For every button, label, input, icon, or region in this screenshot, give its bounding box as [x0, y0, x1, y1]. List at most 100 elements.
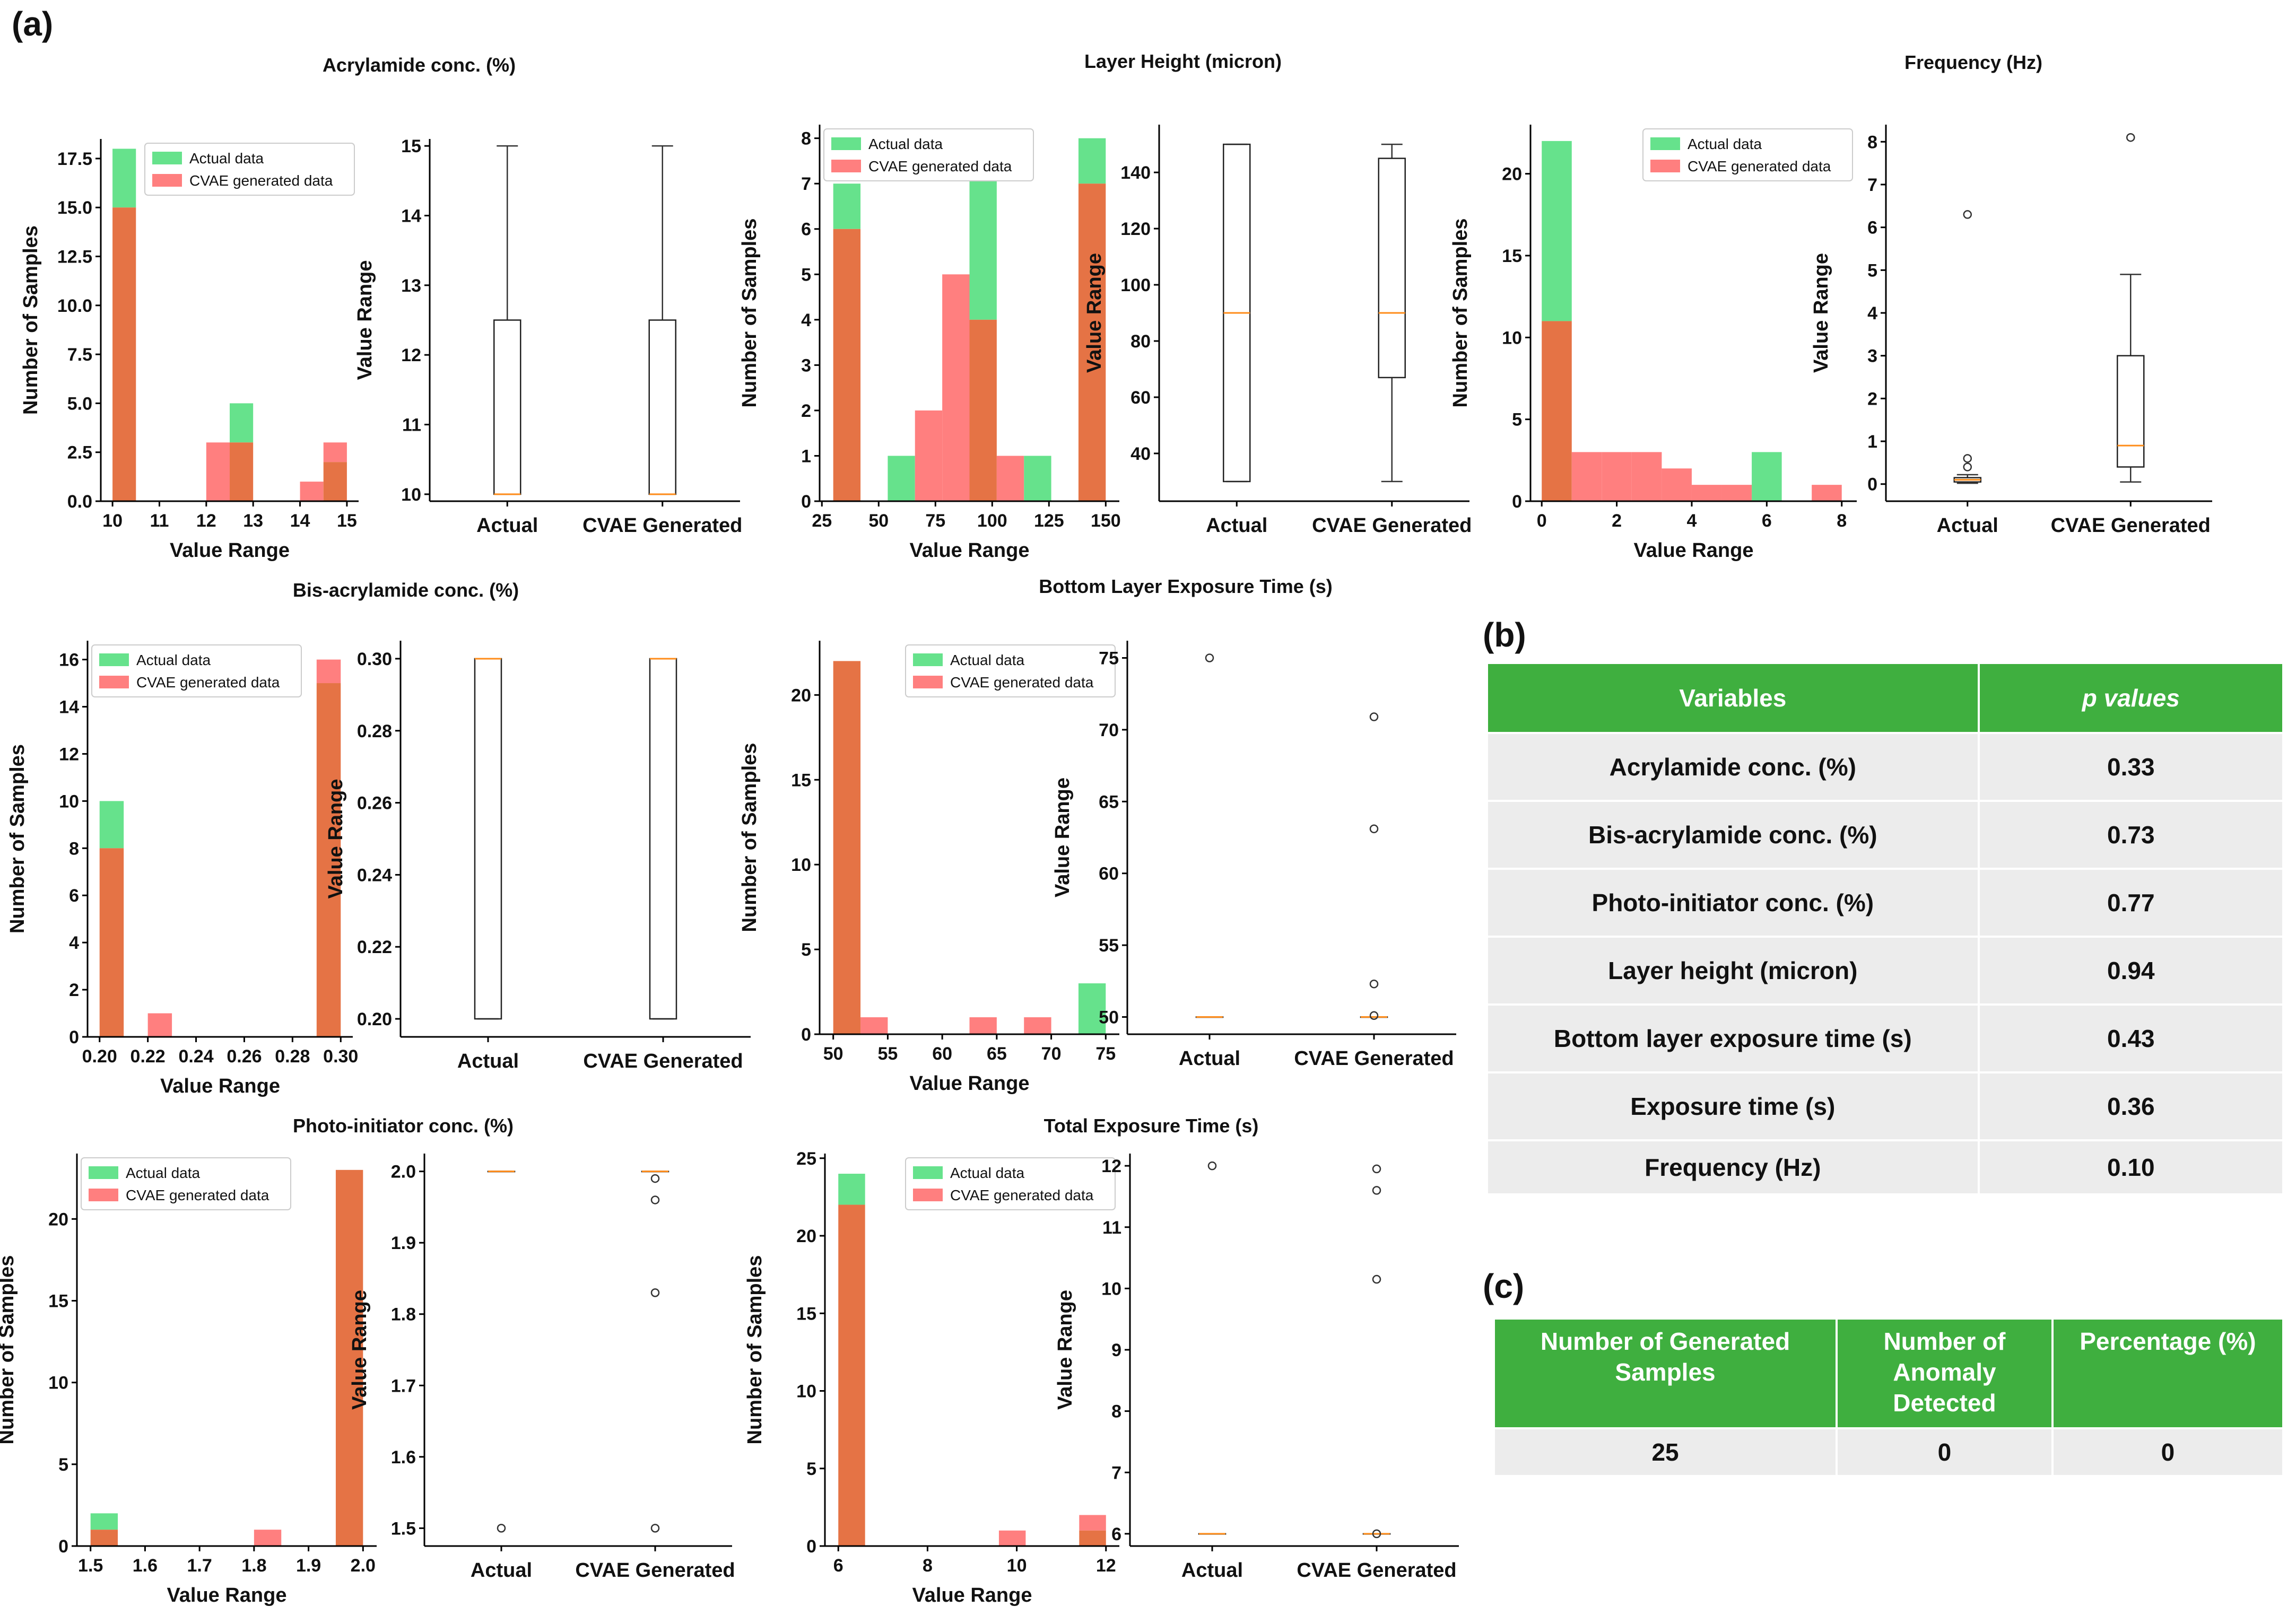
y-tick-label: 8	[1111, 1402, 1121, 1422]
box-outlier	[1207, 1161, 1217, 1171]
chart-title: Photo-initiator conc. (%)	[293, 1115, 514, 1137]
y-axis-label: Value Range	[354, 260, 376, 380]
hist-bar-actual	[838, 1174, 865, 1205]
hist-bar-actual	[112, 149, 136, 208]
y-tick-label: 11	[1102, 1218, 1121, 1238]
x-tick-label: 2.0	[351, 1556, 376, 1576]
y-tick-label: 0	[801, 1025, 811, 1045]
y-axis-label: Number of Samples	[1449, 219, 1472, 408]
x-tick-label: 0	[1537, 511, 1547, 531]
legend-swatch-cvae	[913, 676, 943, 688]
y-axis-label: Value Range	[349, 1290, 371, 1410]
y-tick-label: 10	[48, 1373, 68, 1393]
y-tick-label: 6	[1867, 218, 1877, 238]
x-tick-label: 1.5	[78, 1556, 103, 1576]
y-tick-label: 65	[1099, 792, 1119, 812]
hist-bar-actual	[99, 801, 124, 849]
box-outlier	[650, 1174, 660, 1183]
x-tick-label: 0.28	[275, 1046, 310, 1067]
y-tick-label: 0	[1867, 475, 1877, 495]
box-outlier	[1369, 712, 1379, 721]
hist-bar-actual	[833, 184, 861, 229]
x-tick-label: 0.22	[131, 1046, 166, 1067]
x-tick-label: 2	[1612, 511, 1622, 531]
x-tick-label: 50	[868, 511, 889, 531]
y-tick-label: 70	[1099, 720, 1119, 740]
table-cell-p-value: 0.77	[1978, 868, 2282, 937]
hist-bar-actual	[888, 456, 915, 501]
hist-bar-cvae	[254, 1530, 282, 1546]
x-tick-label: 13	[243, 511, 263, 531]
table-cell-anomaly: 0	[1837, 1427, 2054, 1475]
chart-title: Layer Height (micron)	[1084, 50, 1282, 72]
table-cell-variable: Bis-acrylamide conc. (%)	[1488, 800, 1980, 869]
legend-swatch-actual	[99, 653, 129, 666]
box-category-label: CVAE Generated	[1312, 514, 1472, 537]
x-tick-label: 25	[812, 511, 832, 531]
table-cell-percentage: 0	[2052, 1427, 2282, 1475]
box-category-label: CVAE Generated	[1294, 1047, 1454, 1070]
y-tick-label: 25	[796, 1149, 816, 1169]
y-tick-label: 1	[1867, 432, 1877, 452]
hist-bar-cvae	[1602, 452, 1632, 501]
y-axis-label: Number of Samples	[0, 1255, 18, 1445]
y-axis-label: Value Range	[1054, 1290, 1076, 1410]
legend-swatch-actual	[89, 1166, 118, 1179]
y-tick-label: 1.6	[391, 1447, 416, 1468]
y-tick-label: 0.24	[357, 865, 392, 885]
y-tick-label: 2	[69, 980, 79, 1000]
y-tick-label: 0	[69, 1027, 79, 1047]
y-tick-label: 60	[1099, 864, 1119, 884]
x-tick-label: 8	[1837, 511, 1847, 531]
x-tick-label: 125	[1034, 511, 1064, 531]
y-tick-label: 7	[1867, 175, 1877, 195]
legend-box	[1642, 128, 1853, 181]
y-tick-label: 10	[59, 791, 79, 811]
p-values-table: Variables p values Acrylamide conc. (%) 0…	[1488, 664, 2282, 1193]
table-cell-p-value: 0.10	[1978, 1139, 2282, 1193]
hist-bar-actual	[1078, 138, 1106, 184]
legend-label-cvae: CVAE generated data	[189, 172, 333, 189]
hist-bar-overlap	[1078, 184, 1106, 501]
x-tick-label: 12	[196, 511, 216, 531]
box-category-label: Actual	[1937, 514, 1998, 537]
box-category-label: CVAE Generated	[583, 1050, 743, 1072]
chart-title: Total Exposure Time (s)	[1044, 1115, 1259, 1137]
chart-title: Acrylamide conc. (%)	[323, 54, 516, 76]
y-tick-label: 20	[796, 1226, 816, 1246]
box-category-label: Actual	[1206, 514, 1267, 537]
y-tick-label: 15	[791, 770, 811, 790]
x-tick-label: 50	[823, 1044, 843, 1064]
y-tick-label: 1.9	[391, 1233, 416, 1253]
box-iqr	[474, 658, 502, 1020]
x-tick-label: 150	[1091, 511, 1121, 531]
table-cell-variable: Photo-initiator conc. (%)	[1488, 868, 1980, 937]
box-iqr	[2117, 355, 2145, 468]
y-tick-label: 20	[1502, 164, 1522, 185]
box-outlier	[650, 1195, 660, 1204]
box-outlier	[1372, 1186, 1381, 1195]
y-tick-label: 12	[59, 744, 79, 764]
x-tick-label: 55	[877, 1044, 898, 1064]
y-tick-label: 5	[801, 940, 811, 960]
x-axis-label: Value Range	[167, 1584, 287, 1606]
y-tick-label: 15	[401, 136, 421, 156]
x-tick-label: 1.6	[133, 1556, 158, 1576]
x-tick-label: 60	[932, 1044, 952, 1064]
y-tick-label: 3	[801, 355, 811, 376]
table-cell-p-value: 0.94	[1978, 936, 2282, 1005]
box-outlier	[1372, 1274, 1381, 1284]
y-tick-label: 0.26	[357, 793, 392, 814]
legend-swatch-cvae	[89, 1189, 118, 1201]
hist-bar-actual	[230, 403, 254, 443]
y-axis-label: Value Range	[1051, 778, 1074, 897]
table-cell-p-value: 0.36	[1978, 1071, 2282, 1140]
box-outlier	[1372, 1529, 1381, 1539]
table-cell-p-value: 0.33	[1978, 732, 2282, 801]
y-tick-label: 17.5	[57, 149, 92, 169]
legend-label-cvae: CVAE generated data	[950, 674, 1094, 691]
y-tick-label: 20	[791, 685, 811, 705]
table-cell-p-value: 0.43	[1978, 1003, 2282, 1072]
x-axis-label: Value Range	[910, 1072, 1030, 1095]
legend-label-cvae: CVAE generated data	[868, 158, 1012, 174]
